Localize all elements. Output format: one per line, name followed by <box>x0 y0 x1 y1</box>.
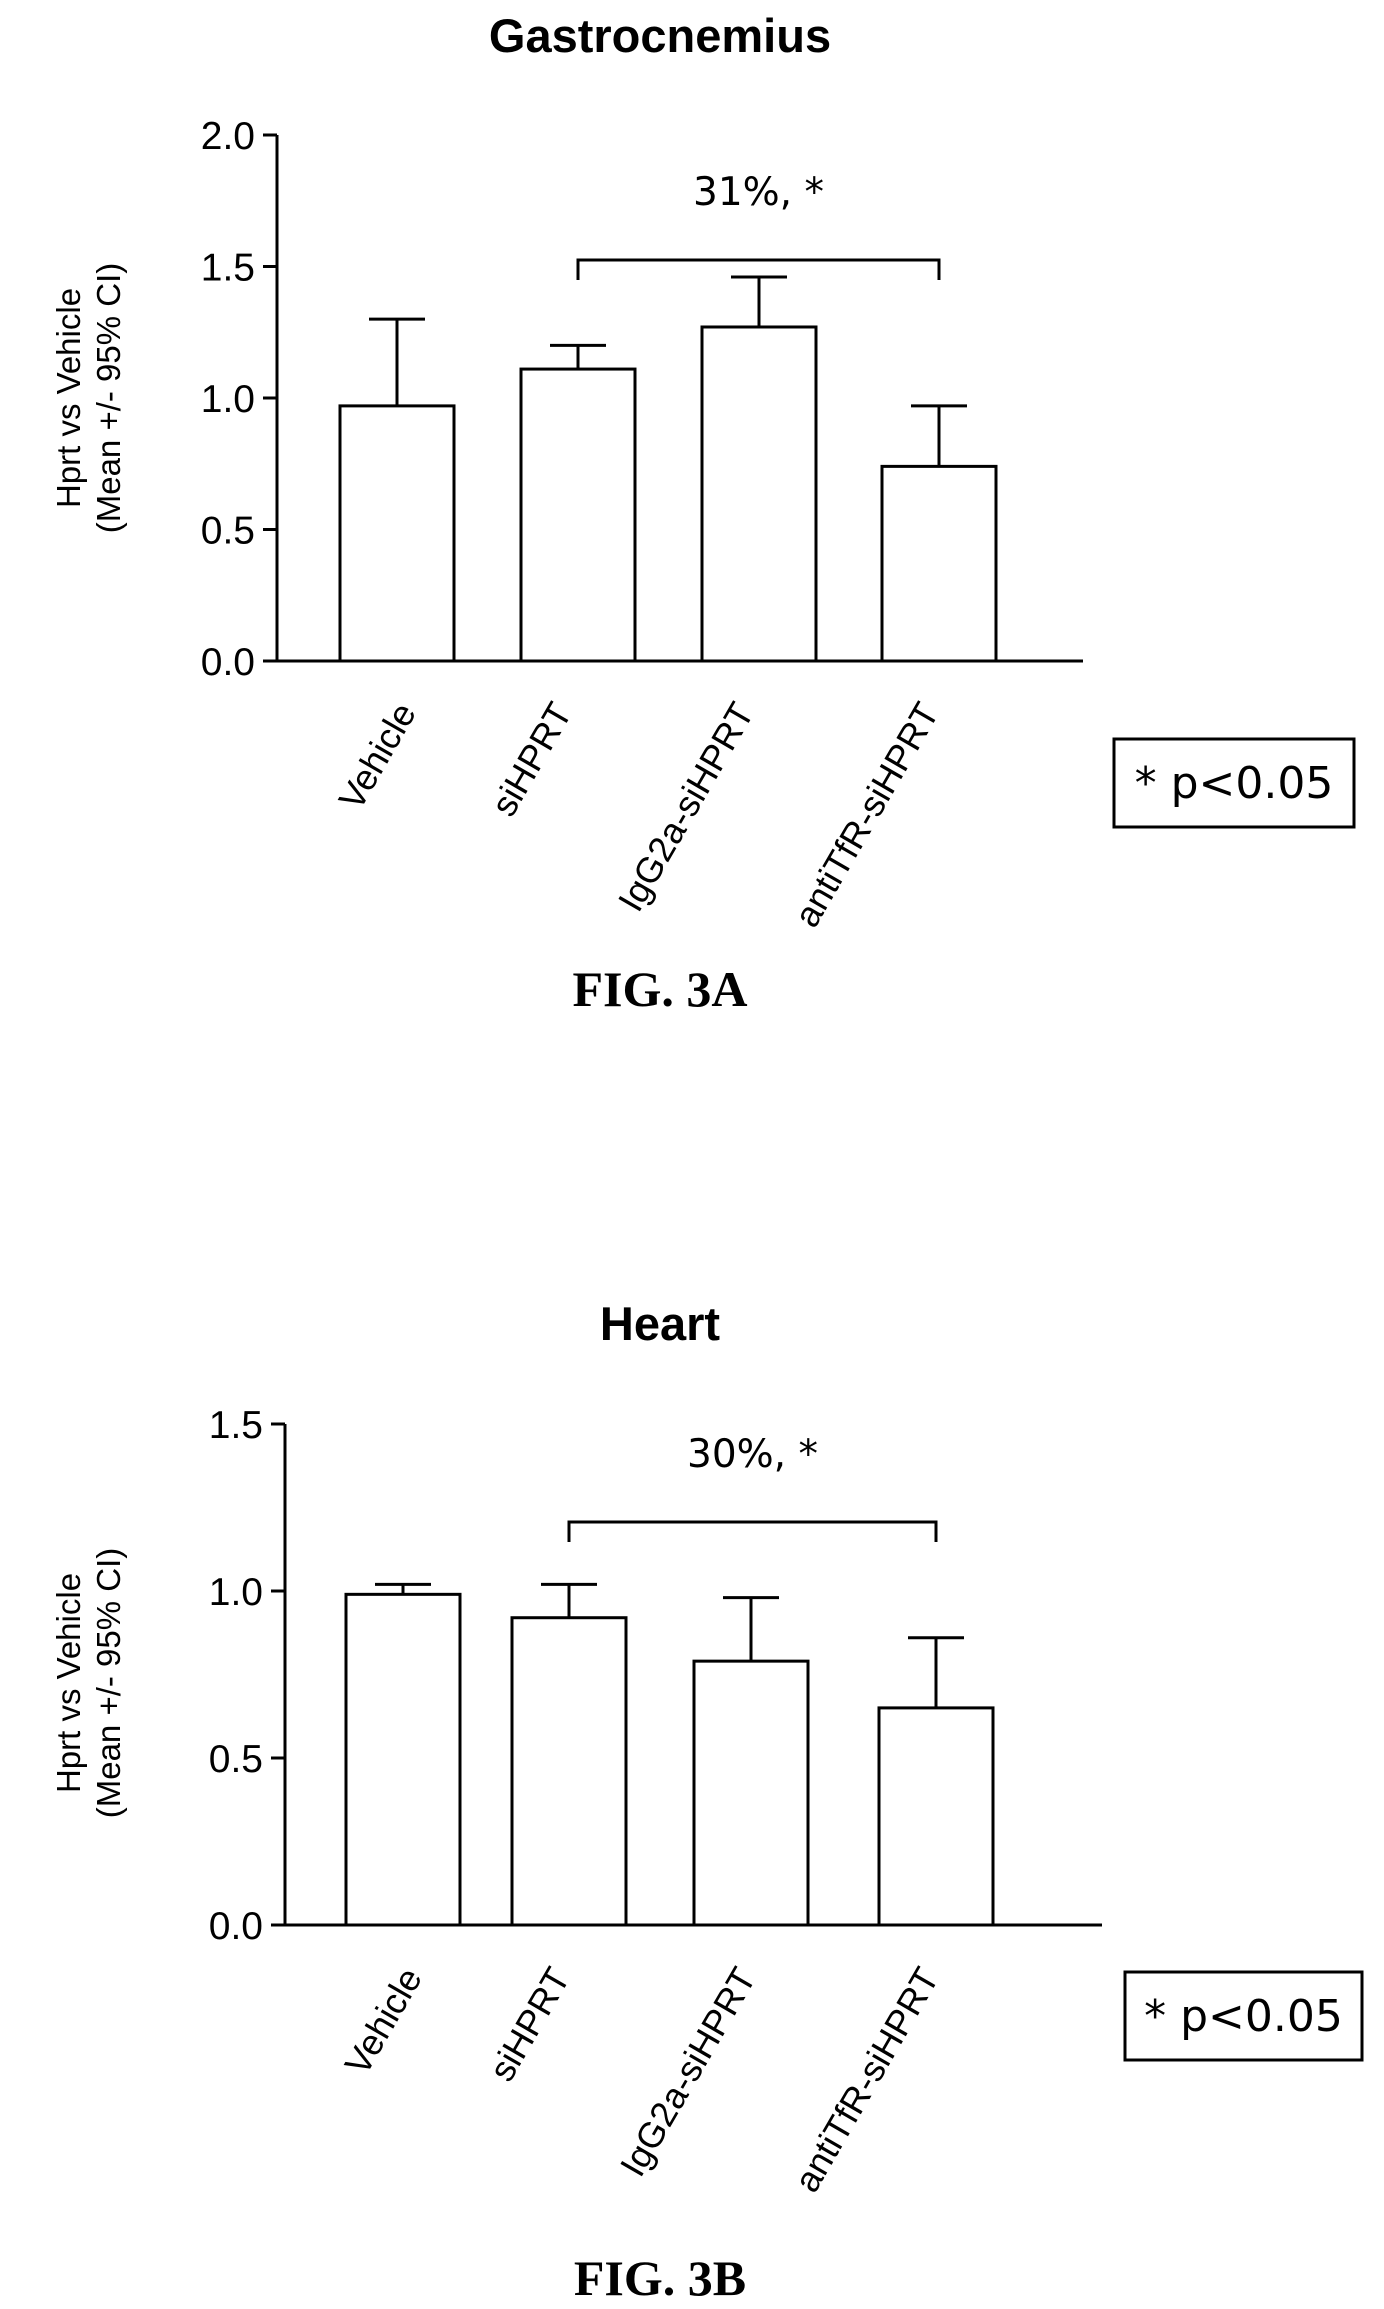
y-tick-label: 0.0 <box>201 641 255 684</box>
x-category-label: antiTfR-siHPRT <box>786 695 947 933</box>
x-category-label: antiTfR-siHPRT <box>786 1960 947 2198</box>
y-axis-title-line2: (Mean +/- 95% CI) <box>90 1548 127 1819</box>
y-tick-label: 0.5 <box>209 1738 263 1781</box>
y-axis-title-line1: Hprt vs Vehicle <box>50 1573 87 1793</box>
y-tick-label: 1.0 <box>209 1571 263 1614</box>
bar <box>510 1616 628 1927</box>
y-tick-label: 1.5 <box>201 247 255 290</box>
legend-box <box>1123 1970 1364 2062</box>
y-axis-title-line2: (Mean +/- 95% CI) <box>90 263 127 534</box>
significance-bracket <box>576 258 941 280</box>
significance-label: 30%, * <box>687 1432 818 1477</box>
chart-gastrocnemius: Gastrocnemius 0.0 0.5 1.0 1.5 2.0 Hprt vs Vehi… <box>50 9 1356 1017</box>
y-tick-label: 1.5 <box>209 1404 263 1447</box>
bar <box>877 1706 995 1927</box>
y-tick-label: 0.0 <box>209 1905 263 1948</box>
significance-label: 31%, * <box>693 170 824 215</box>
y-tick-label: 1.0 <box>201 378 255 421</box>
chart-title: Heart <box>600 1297 721 1350</box>
y-axis-title-line1: Hprt vs Vehicle <box>50 288 87 508</box>
figure-caption: FIG. 3A <box>573 961 748 1017</box>
bar <box>338 404 456 663</box>
y-tick-label: 0.5 <box>201 510 255 553</box>
x-category-label: IgG2a-siHPRT <box>612 1960 764 2183</box>
legend-box <box>1112 737 1356 829</box>
significance-bracket <box>567 1520 938 1542</box>
x-category-label: siHPRT <box>481 1961 578 2088</box>
bar <box>700 325 818 663</box>
bar <box>519 367 637 663</box>
bar <box>692 1659 810 1927</box>
x-category-label: Vehicle <box>336 1961 430 2082</box>
x-category-label: Vehicle <box>330 696 424 817</box>
chart-heart: Heart 0.0 0.5 1.0 1.5 Hprt vs Vehicle (Mean +/… <box>50 1297 1364 2306</box>
bar <box>880 464 998 663</box>
y-axis-title: Hprt vs Vehicle (Mean +/- 95% CI) <box>50 1548 127 1819</box>
legend-text: * p<0.05 <box>1135 758 1334 809</box>
legend-text: * p<0.05 <box>1144 1991 1343 2042</box>
chart-title: Gastrocnemius <box>489 9 831 62</box>
figure-caption: FIG. 3B <box>574 2250 746 2306</box>
y-tick-label: 2.0 <box>201 115 255 158</box>
y-axis-title: Hprt vs Vehicle (Mean +/- 95% CI) <box>50 263 127 534</box>
bar <box>344 1592 462 1927</box>
x-category-label: siHPRT <box>483 696 580 823</box>
x-category-label: IgG2a-siHPRT <box>610 695 762 918</box>
